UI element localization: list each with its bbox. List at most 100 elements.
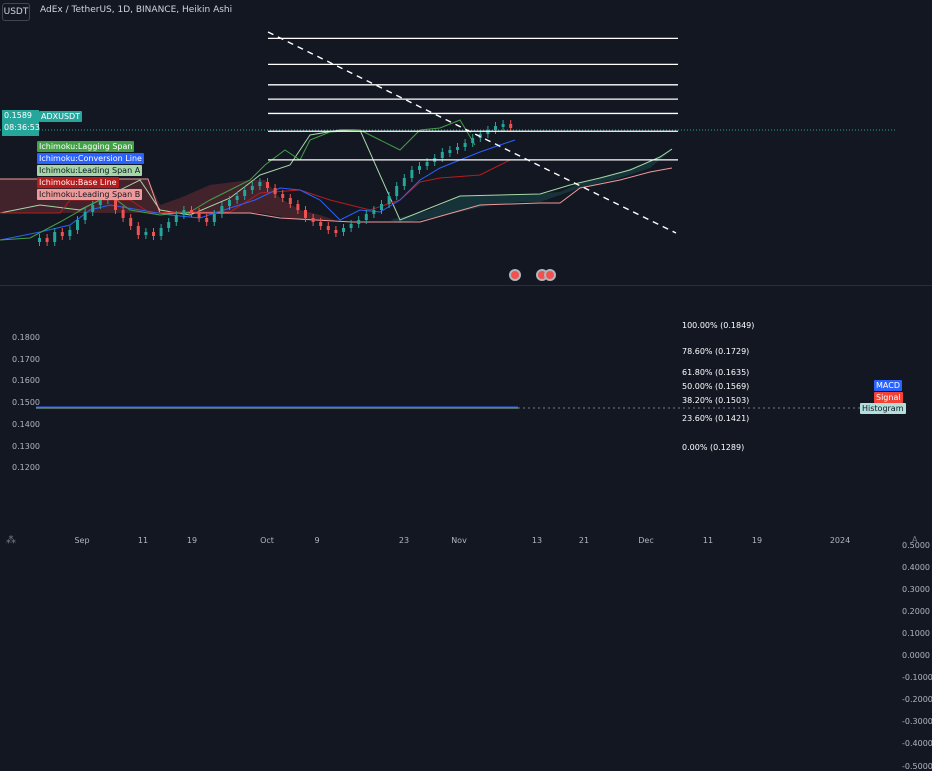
candle-body bbox=[243, 190, 247, 196]
price-tag-value: 0.1589 bbox=[4, 111, 32, 120]
candle-body bbox=[182, 210, 186, 215]
time-axis[interactable]: Sep 11 19 Oct 9 23 Nov 13 21 Dec 11 19 2024 bbox=[0, 530, 932, 550]
candle-body bbox=[38, 238, 41, 242]
macd-tag: MACD bbox=[874, 380, 902, 391]
price-pane[interactable]: USDT AdEx / TetherUS, 1D, BINANCE, Heiki… bbox=[0, 0, 932, 472]
earnings-event-icon[interactable] bbox=[544, 269, 556, 281]
chart-title: AdEx / TetherUS, 1D, BINANCE, Heikin Ash… bbox=[40, 5, 233, 15]
macd-tag: Histogram bbox=[860, 403, 906, 414]
candle-body bbox=[228, 200, 231, 206]
candle-body bbox=[190, 210, 193, 213]
time-axis-label: 2024 bbox=[829, 536, 851, 545]
candles-group bbox=[38, 120, 513, 246]
price-axis-label: 0.1200 bbox=[12, 463, 40, 473]
candle-body bbox=[53, 232, 57, 242]
candle-body bbox=[425, 162, 429, 166]
fibonacci-level-label: 38.20% (0.1503) bbox=[682, 396, 750, 406]
earnings-event-icon[interactable] bbox=[509, 269, 521, 281]
price-axis-label: 0.1700 bbox=[12, 354, 40, 364]
legend-item[interactable]: Ichimoku:Lagging Span bbox=[37, 141, 135, 152]
candle-body bbox=[159, 228, 163, 236]
macd-chart[interactable] bbox=[0, 286, 932, 530]
candle-body bbox=[45, 238, 49, 242]
macd-axis-label: 0.2000 bbox=[902, 606, 930, 616]
macd-axis-label: 0.5000 bbox=[902, 540, 930, 550]
candle-body bbox=[68, 230, 72, 236]
candle-body bbox=[304, 210, 307, 218]
conversion-line bbox=[0, 139, 516, 241]
candle-body bbox=[98, 200, 102, 205]
candle-body bbox=[456, 147, 459, 150]
pane-divider[interactable] bbox=[0, 285, 932, 286]
fibonacci-level-label: 78.60% (0.1729) bbox=[682, 347, 750, 357]
time-axis-label: Dec bbox=[638, 536, 654, 545]
candle-body bbox=[349, 224, 353, 228]
price-axis-label: 0.1300 bbox=[12, 441, 40, 451]
candle-body bbox=[273, 188, 277, 194]
fibonacci-level-label: 61.80% (0.1635) bbox=[682, 367, 750, 377]
candle-body bbox=[197, 212, 201, 218]
time-axis-label: 11 bbox=[137, 536, 149, 545]
candle-body bbox=[76, 220, 79, 230]
macd-pane[interactable]: 0.5000 0.4000 0.3000 0.2000 0.1000 0.0000 -0.1… bbox=[0, 286, 932, 771]
legend-item[interactable]: Ichimoku:Leading Span A bbox=[37, 165, 143, 176]
candle-body bbox=[121, 210, 125, 218]
macd-axis-label: -0.5000 bbox=[902, 761, 932, 771]
candle-body bbox=[296, 204, 300, 210]
candle-body bbox=[220, 206, 224, 214]
fibonacci-level-label: 0.00% (0.1289) bbox=[682, 442, 745, 452]
fibonacci-level-label: 100.00% (0.1849) bbox=[682, 321, 755, 331]
legend-item[interactable]: Ichimoku:Base Line bbox=[37, 177, 119, 188]
candle-body bbox=[288, 198, 292, 204]
candle-body bbox=[357, 220, 361, 224]
macd-axis-label: -0.2000 bbox=[902, 695, 932, 705]
candle-body bbox=[463, 143, 467, 147]
candle-body bbox=[91, 205, 95, 212]
candle-body bbox=[387, 196, 391, 204]
candle-body bbox=[334, 230, 338, 233]
price-axis-label: 0.1400 bbox=[12, 419, 40, 429]
candle-body bbox=[152, 232, 155, 236]
legend-item[interactable]: Ichimoku:Leading Span B bbox=[37, 189, 143, 200]
legend-item[interactable]: Ichimoku:Conversion Line bbox=[37, 153, 144, 164]
candle-body bbox=[136, 226, 140, 235]
candle-body bbox=[281, 194, 285, 198]
candle-body bbox=[372, 210, 376, 214]
candle-body bbox=[258, 182, 262, 186]
time-axis-label: 9 bbox=[314, 536, 320, 545]
symbol-tag: ADXUSDT bbox=[39, 111, 83, 122]
leading-span-a bbox=[0, 129, 673, 221]
time-axis-label: 13 bbox=[531, 536, 543, 545]
candle-body bbox=[448, 150, 452, 153]
price-axis-label: 0.1500 bbox=[12, 398, 40, 408]
candle-body bbox=[410, 170, 414, 178]
ichimoku-cloud-green bbox=[390, 150, 672, 223]
fibonacci-trendline bbox=[267, 31, 677, 234]
tradingview-logo-icon[interactable]: ⁂ bbox=[6, 535, 16, 546]
macd-axis-label: -0.3000 bbox=[902, 717, 932, 727]
price-tag: 0.1589 08:36:53 bbox=[2, 110, 40, 136]
fibonacci-lines bbox=[268, 37, 678, 161]
candle-body bbox=[501, 124, 505, 127]
candle-body bbox=[319, 222, 323, 226]
candle-body bbox=[114, 196, 117, 210]
macd-axis-label: -0.4000 bbox=[902, 739, 932, 749]
time-axis-label: 21 bbox=[578, 536, 590, 545]
candle-body bbox=[509, 124, 513, 128]
fibonacci-level-label: 23.60% (0.1421) bbox=[682, 414, 750, 424]
time-axis-label: 19 bbox=[186, 536, 198, 545]
time-axis-label: Nov bbox=[451, 536, 467, 545]
candle-body bbox=[395, 186, 399, 196]
macd-axis-label: 0.4000 bbox=[902, 562, 930, 572]
symbol-button[interactable]: USDT bbox=[2, 3, 30, 21]
candle-body bbox=[167, 222, 171, 228]
auto-scale-icon[interactable]: A bbox=[912, 535, 918, 544]
time-axis-label: Sep bbox=[74, 536, 90, 545]
candle-body bbox=[326, 226, 330, 230]
candle-body bbox=[60, 232, 64, 236]
candle-body bbox=[266, 182, 269, 188]
indicator-legend: Ichimoku:Lagging Span Ichimoku:Conversion… bbox=[37, 141, 144, 201]
candle-body bbox=[83, 212, 87, 220]
candle-body bbox=[250, 186, 254, 190]
candle-body bbox=[364, 214, 368, 220]
